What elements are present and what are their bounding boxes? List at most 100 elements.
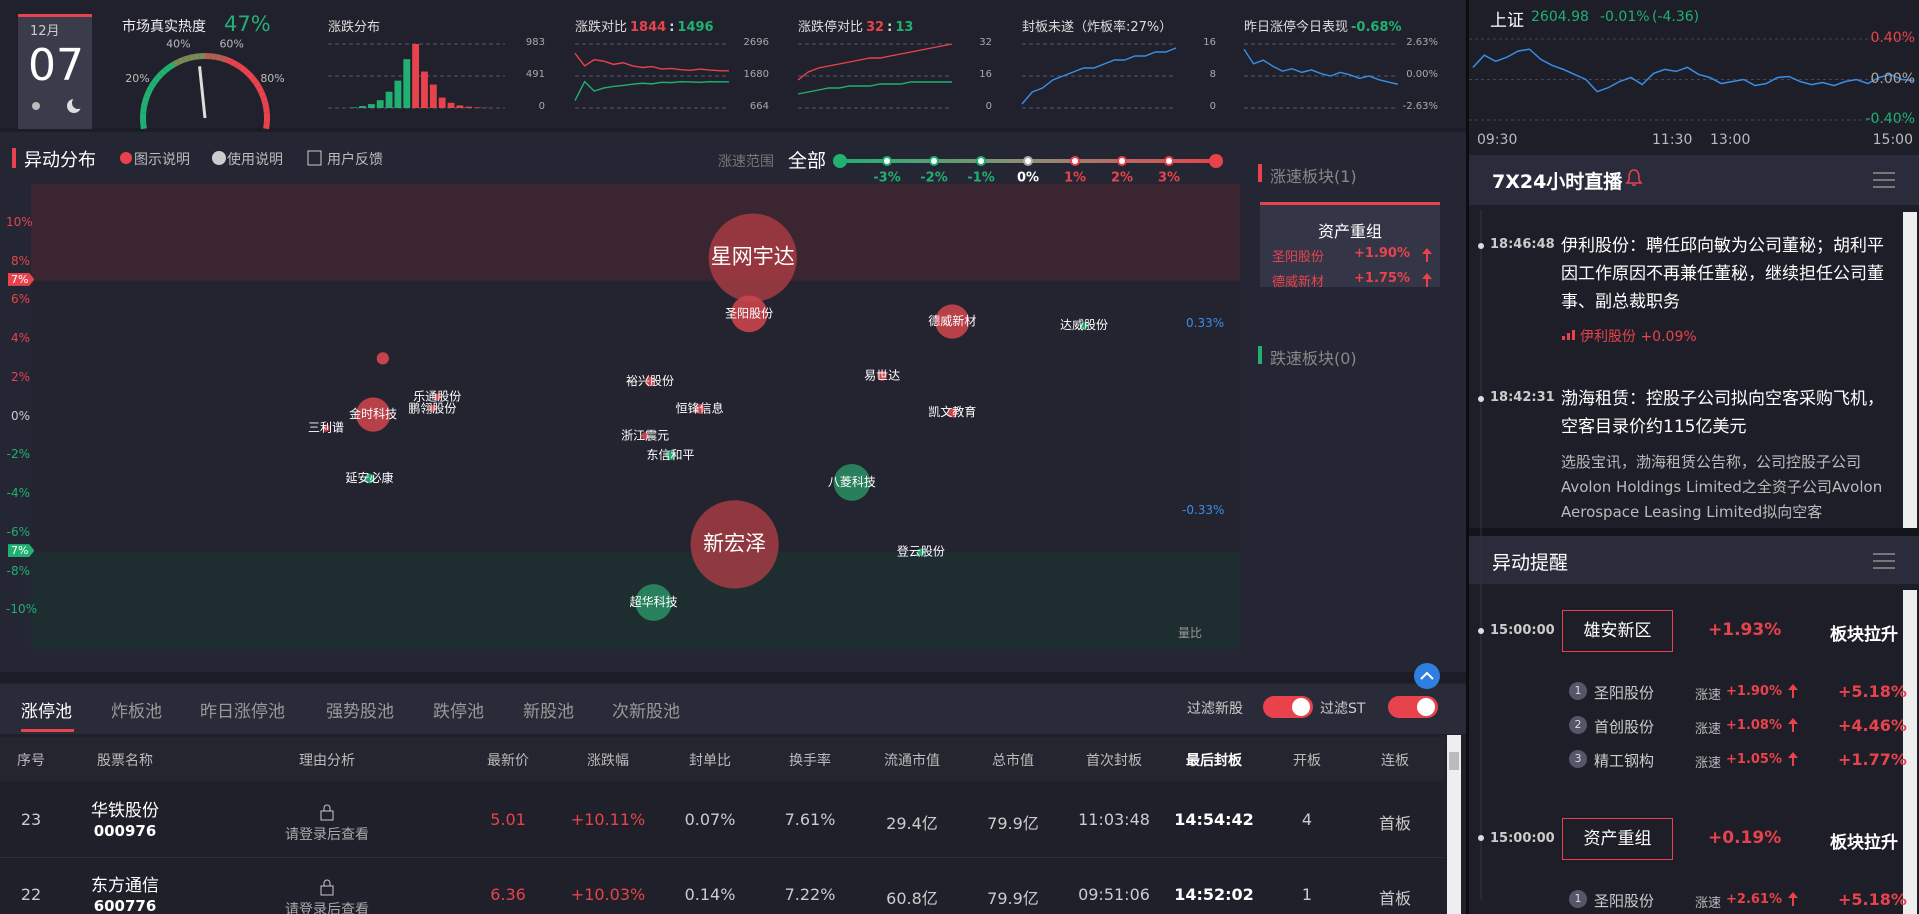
sector-title: 跌速板块(0) bbox=[1270, 349, 1357, 368]
arrow bbox=[1788, 718, 1798, 732]
cell-index: 22 bbox=[20, 885, 42, 904]
filter-label: 过滤ST bbox=[1320, 701, 1366, 717]
bubble-label: 乐通股份 bbox=[413, 390, 461, 404]
gauge-needle bbox=[198, 66, 207, 119]
stock-rank: 3 bbox=[1569, 750, 1587, 768]
bubble bbox=[708, 213, 797, 302]
y-tick-label: 32 bbox=[979, 37, 992, 48]
news-tag: 伊利股份 +0.09% bbox=[1580, 329, 1697, 345]
cell: 7.22% bbox=[784, 885, 836, 904]
mini-title: 涨跌分布 bbox=[328, 20, 381, 35]
gauge-arc bbox=[253, 80, 262, 89]
column-header: 股票名称 bbox=[97, 753, 153, 769]
alert-sector[interactable]: 资产重组 bbox=[1562, 818, 1673, 860]
time-label: 11:30 bbox=[1652, 132, 1693, 148]
right-divider bbox=[1469, 528, 1919, 536]
cell: +10.03% bbox=[570, 885, 646, 904]
sector-accents bbox=[1258, 164, 1262, 364]
slider-node bbox=[1023, 156, 1033, 166]
gauge-arc bbox=[242, 68, 251, 77]
tab[interactable]: 涨停池 bbox=[21, 702, 72, 722]
stock-name: 圣阳股份 bbox=[1272, 250, 1325, 265]
alerts-scrollbar[interactable] bbox=[1903, 590, 1917, 914]
timeline bbox=[1478, 210, 1484, 900]
menu-icon[interactable] bbox=[1873, 170, 1895, 188]
moon-cut bbox=[72, 97, 84, 109]
bubble bbox=[877, 370, 888, 381]
index-name: 上证 bbox=[1490, 11, 1524, 31]
news-body: 选股宝讯，渤海租赁公告称，公司控股子公司Avolon Holdings Limi… bbox=[1561, 453, 1883, 521]
histogram-bar bbox=[456, 105, 464, 108]
tab[interactable]: 新股池 bbox=[523, 702, 574, 722]
tag-bar bbox=[1562, 336, 1565, 340]
histogram-bar bbox=[403, 59, 411, 108]
feedback-icon bbox=[307, 150, 322, 166]
menu-line bbox=[1873, 567, 1895, 569]
gauge-arc bbox=[246, 72, 255, 81]
tab[interactable]: 跌停池 bbox=[433, 702, 484, 722]
bubble bbox=[694, 403, 705, 414]
column-header: 最新价 bbox=[487, 753, 529, 769]
accent bbox=[1258, 164, 1262, 182]
tab[interactable]: 次新股池 bbox=[612, 702, 680, 722]
y-tick-label: 0.00% bbox=[1870, 70, 1915, 87]
histogram-bar bbox=[394, 80, 402, 108]
gauge-arc bbox=[140, 106, 147, 113]
tab[interactable]: 强势股池 bbox=[326, 702, 394, 722]
tab[interactable]: 炸板池 bbox=[111, 702, 162, 722]
tag-icon bbox=[1562, 330, 1575, 340]
bubble-label: 登云股份 bbox=[897, 544, 945, 559]
toggle[interactable] bbox=[1263, 694, 1315, 720]
tab[interactable]: 昨日涨停池 bbox=[200, 702, 285, 722]
histogram-bar bbox=[429, 84, 437, 108]
slider-node bbox=[929, 156, 939, 166]
bubble-label: 凯文教育 bbox=[928, 404, 976, 419]
time-label: 13:00 bbox=[1710, 132, 1751, 148]
live-scrollbar[interactable] bbox=[1903, 212, 1917, 528]
cell: 60.8亿 bbox=[886, 889, 938, 908]
bubble-label: 东信和平 bbox=[647, 448, 695, 462]
cell: 0.14% bbox=[684, 885, 736, 904]
help-icon bbox=[212, 151, 226, 165]
mini-title: 封板未遂（炸板率:27%） bbox=[1022, 20, 1173, 35]
up-arrow bbox=[1788, 718, 1798, 732]
y-tick-label: 0 bbox=[538, 101, 545, 112]
bell-icon bbox=[1625, 169, 1643, 186]
stock-speed: +1.05% bbox=[1726, 752, 1782, 767]
help-link[interactable]: 使用说明 bbox=[227, 152, 283, 168]
histogram-bar bbox=[412, 44, 420, 108]
legend-link[interactable]: 图示说明 bbox=[134, 152, 190, 168]
feedback-link[interactable]: 用户反馈 bbox=[327, 152, 383, 168]
gauge-arc bbox=[163, 64, 172, 73]
stock-name: 圣阳股份 bbox=[1594, 892, 1655, 910]
histogram-bar bbox=[350, 107, 358, 108]
collapse-button[interactable] bbox=[1414, 663, 1440, 689]
sector-card[interactable] bbox=[1260, 202, 1440, 287]
histogram-bar bbox=[376, 100, 384, 108]
bubble bbox=[433, 393, 441, 401]
sparkline bbox=[797, 81, 952, 95]
gauge-arc bbox=[261, 101, 270, 108]
scrollbar[interactable] bbox=[1447, 735, 1461, 914]
sparkline bbox=[1021, 47, 1177, 105]
filter-label: 过滤新股 bbox=[1187, 701, 1243, 717]
y-tick-label: 2% bbox=[10, 369, 30, 384]
cell: 09:51:06 bbox=[1078, 885, 1150, 904]
date-day: 07 bbox=[28, 40, 84, 91]
slider-node bbox=[1117, 156, 1127, 166]
menu-icon[interactable] bbox=[1873, 551, 1895, 569]
alert-change: +1.93% bbox=[1708, 620, 1782, 640]
gauge-arc bbox=[225, 56, 233, 65]
time-label: 09:30 bbox=[1477, 132, 1518, 148]
scroll-thumb[interactable] bbox=[1449, 752, 1459, 770]
cell: 1 bbox=[1301, 885, 1313, 904]
mini-header: 涨跌分布 bbox=[328, 16, 383, 35]
bubble bbox=[428, 405, 437, 413]
sparkline bbox=[574, 80, 729, 101]
toggle[interactable] bbox=[1388, 694, 1440, 720]
bubble bbox=[356, 397, 391, 432]
alert-sector[interactable]: 雄安新区 bbox=[1562, 610, 1673, 652]
alerts-header bbox=[1469, 536, 1919, 584]
speed-range-current: 全部 bbox=[788, 150, 827, 172]
chevron bbox=[1420, 671, 1434, 680]
